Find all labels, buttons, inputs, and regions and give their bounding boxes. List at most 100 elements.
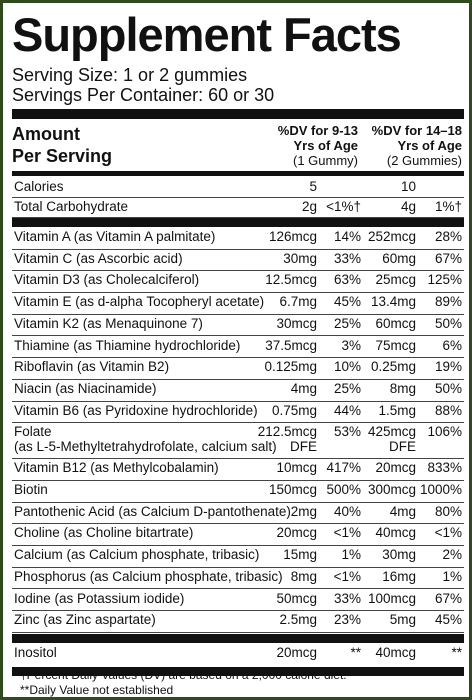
dv-1-gummy-value: 63% [333, 272, 361, 288]
nutrient-name-value: Folate [14, 424, 52, 440]
nutrient-row: Vitamin D3 (as Cholecalciferol) 12.5mcg 63… [12, 270, 464, 294]
dv-2-gummies: 106% [427, 424, 462, 439]
dv-2-gummies-value: 833% [427, 460, 462, 476]
amount-1-gummy-value: 15mg [283, 547, 317, 563]
amount-1-gummy-value: 150mcg [268, 482, 317, 497]
dv-2-gummies-value: 50% [434, 380, 462, 396]
dv-1-gummy: <1% [334, 569, 361, 584]
dv-2-gummies-value: 80% [434, 503, 462, 519]
nutrient-row: Phosphorus (as Calcium phosphate, tribas… [12, 567, 464, 590]
dv-col1-line3: (1 Gummy) [293, 153, 358, 168]
dv-1-gummy-value: 1% [341, 547, 361, 563]
dv-column-14-18-header: %DV for 14–18 Yrs of Age (2 Gummies) [372, 123, 462, 168]
dv-1-gummy: 14% [334, 229, 361, 244]
amount-2-gummies: 40mcg [375, 645, 416, 660]
nutrient-name: Phosphorus (as Calcium phosphate, tribas… [14, 569, 283, 584]
dv-2-gummies-value: 50% [434, 315, 462, 331]
nutrient-name-value: Total Carbohydrate [14, 199, 129, 214]
dv-1-gummy-value: 10% [333, 359, 361, 375]
nutrient-name-value: Vitamin D3 (as Cholecalciferol) [14, 272, 200, 288]
dv-2-gummies: 45% [435, 612, 462, 627]
dv-1-gummy-value: <1%† [326, 199, 361, 214]
amount-1-gummy-value: 5 [309, 179, 317, 194]
dv-1-gummy-value: 53% [333, 424, 361, 440]
amount-1-gummy: 150mcg [269, 482, 317, 497]
amount-2-gummies-value: 0.25mg [370, 359, 416, 375]
amount-2-gummies: 4mg [390, 504, 416, 519]
dv-1-gummy: 63% [334, 272, 361, 287]
dv-2-gummies-value: 2% [442, 547, 462, 563]
nutrient-row: Biotin 150mcg 500% 300mcg 1000% [12, 480, 464, 503]
dv-2-gummies: 80% [435, 504, 462, 519]
dv-1-gummy-value: ** [350, 644, 361, 660]
amount-2-gummies-value: 30mg [382, 547, 416, 563]
nutrient-row: Total Carbohydrate 2g <1%† 4g 1%† [12, 197, 464, 218]
serving-size: Serving Size: 1 or 2 gummies [12, 65, 248, 85]
dv-2-gummies: 19% [435, 359, 462, 374]
dv-2-gummies: 88% [435, 403, 462, 418]
nutrient-name: Vitamin K2 (as Menaquinone 7) [14, 316, 203, 331]
amount-2-gummies: 20mcg [375, 460, 416, 475]
nutrient-name: Riboflavin (as Vitamin B2) [14, 359, 169, 374]
dv-1-gummy-value: 500% [326, 482, 361, 497]
amount-2-gummies: 300mcg [368, 482, 416, 497]
nutrient-name-value: Vitamin A (as Vitamin A palmitate) [14, 229, 216, 244]
dv-col1-line2: Yrs of Age [293, 138, 358, 153]
amount-1-gummy-value: 20mcg [276, 525, 317, 541]
amount-2-gummies-value: 300mcg [367, 482, 416, 497]
amount-2-gummies-value: 60mg [382, 250, 416, 266]
nutrient-name: Pantothenic Acid (as Calcium D-pantothen… [14, 504, 291, 519]
nutrient-name: Calories [14, 179, 64, 194]
amount-2-gummies-value: 40mcg [375, 644, 416, 660]
dv-1-gummy: 33% [334, 251, 361, 266]
nutrient-name: Zinc (as Zinc aspartate) [14, 612, 156, 627]
amount-2-gummies-value: 1.5mg [378, 402, 416, 418]
nutrient-row: Choline (as Choline bitartrate) 20mcg <1% 4… [12, 523, 464, 547]
amount-1-gummy: 6.7mg [279, 294, 317, 309]
dv-2-gummies: 67% [435, 251, 462, 266]
amount-1-gummy-value: 50mcg [276, 590, 317, 606]
servings-per-container: Servings Per Container: 60 or 30 [12, 85, 275, 105]
nutrient-row: Vitamin E (as d-alpha Tocopheryl acetate… [12, 292, 464, 315]
dv-2-gummies-value: 67% [434, 250, 462, 266]
dv-2-gummies: ** [451, 645, 462, 660]
thick-divider [12, 633, 464, 643]
amount-2-gummies-value: 75mcg [375, 337, 416, 353]
amount-1-gummy-value: 2mg [290, 503, 317, 519]
amount-per-serving-header: Amount Per Serving [12, 123, 112, 167]
amount-2-gummies-value: 20mcg [375, 460, 416, 476]
amount-1-gummy: 50mcg [276, 591, 317, 606]
dv-1-gummy: 25% [334, 381, 361, 396]
amount-2-gummies-value: 252mcg [367, 229, 416, 244]
nutrient-name: Vitamin C (as Ascorbic acid) [14, 251, 183, 266]
dv-2-gummies: 67% [435, 591, 462, 606]
amount-1-gummy-value: 30mcg [276, 315, 317, 331]
amount-2-gummies: 30mg [382, 547, 416, 562]
amount-1-gummy: 8mg [291, 569, 317, 584]
nutrient-row: Vitamin K2 (as Menaquinone 7) 30mcg 25% 60m… [12, 314, 464, 337]
nutrient-name: Folate (as L-5-Methyltetrahydrofolate, ca… [14, 424, 277, 454]
amount-1-gummy-value: 2g [301, 199, 317, 214]
footnote-not-established: **Daily Value not established [20, 683, 174, 697]
amount-1-gummy: 212.5mcg DFE [258, 424, 317, 454]
dv-2-gummies: 833% [427, 460, 462, 475]
nutrient-name-value: Niacin (as Niacinamide) [14, 380, 157, 396]
amount-1-gummy-value: 2.5mg [279, 612, 317, 628]
dv-1-gummy: 417% [326, 460, 361, 475]
thick-divider [12, 218, 464, 227]
dv-2-gummies: 1000% [420, 482, 462, 497]
dv-col2-line3: (2 Gummies) [386, 153, 462, 168]
dv-2-gummies-value: 28% [434, 229, 462, 244]
dv-2-gummies-value: 1%† [434, 199, 462, 214]
nutrient-name-value: Iodine (as Potassium iodide) [14, 590, 185, 606]
dv-2-gummies-value: 1% [442, 568, 462, 584]
nutrient-name-value: Zinc (as Zinc aspartate) [14, 612, 156, 628]
dv-2-gummies-value: 6% [442, 337, 462, 353]
dv-2-gummies: 1% [442, 569, 462, 584]
dv-1-gummy: 500% [326, 482, 361, 497]
dv-1-gummy-value: 45% [333, 294, 361, 310]
dv-col2-line2: Yrs of Age [397, 138, 462, 153]
nutrient-name-value: Vitamin C (as Ascorbic acid) [14, 250, 183, 266]
nutrient-row: Iodine (as Potassium iodide) 50mcg 33% 100m… [12, 589, 464, 612]
amount-1-gummy: 30mcg [276, 316, 317, 331]
